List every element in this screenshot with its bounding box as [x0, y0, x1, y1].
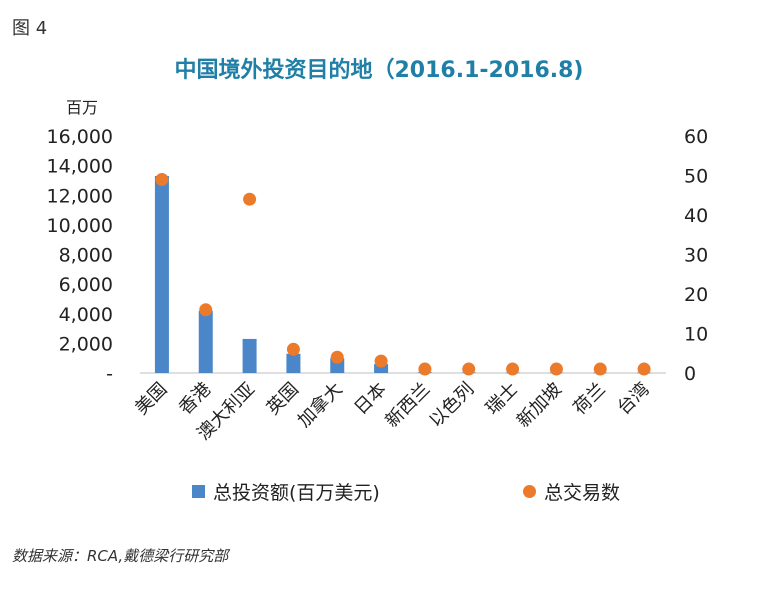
y-right-tick-labels: 0 10 20 30 40 50 60	[684, 126, 708, 385]
y-left-tick-label: 8,000	[59, 245, 113, 267]
chart-canvas: - 2,000 4,000 6,000 8,000 10,000 12,000 14,000 1…	[47, 126, 709, 444]
y-right-tick-label: 10	[684, 324, 708, 346]
legend-dot-swatch	[523, 485, 536, 498]
dot-5	[374, 354, 388, 368]
y-left-tick-label: 4,000	[59, 304, 113, 326]
dot-11	[637, 362, 651, 376]
dot-9	[549, 362, 563, 376]
legend: 总投资额(百万美元) 总交易数	[0, 478, 758, 508]
figure-label: 图 4	[12, 18, 48, 39]
bar-2	[242, 338, 257, 373]
legend-item-bar: 总投资额(百万美元)	[192, 478, 380, 505]
y-right-tick-label: 30	[684, 245, 708, 267]
bar-3	[286, 353, 301, 373]
dot-0	[155, 172, 169, 186]
bar-5	[374, 364, 389, 373]
source-note: 数据来源：RCA,戴德梁行研究部	[12, 547, 229, 565]
bar-0	[154, 175, 169, 373]
legend-dot-label: 总交易数	[544, 482, 621, 504]
y-right-tick-label: 20	[684, 284, 708, 306]
dot-1	[199, 303, 213, 317]
legend-item-dot: 总交易数	[523, 478, 620, 505]
dot-8	[506, 362, 520, 376]
dot-7	[462, 362, 476, 376]
y-right-tick-label: 50	[684, 166, 708, 188]
x-category-label: 新加坡	[513, 379, 566, 432]
y-left-tick-label: 6,000	[59, 274, 113, 296]
chart-title: 中国境外投资目的地（2016.1-2016.8)	[174, 58, 584, 83]
dot-2	[243, 192, 257, 206]
y-left-tick-label: 12,000	[47, 185, 113, 207]
x-category-label: 加拿大	[293, 378, 347, 432]
y-right-tick-label: 40	[684, 205, 708, 227]
scatter-series	[155, 172, 651, 376]
y-left-tick-label: 10,000	[47, 215, 113, 237]
x-category-label: 台湾	[613, 379, 653, 419]
y-right-tick-label: 0	[684, 363, 696, 385]
bar-1	[198, 310, 213, 373]
y-left-tick-label: 16,000	[47, 126, 113, 148]
dot-3	[286, 342, 300, 356]
dot-6	[418, 362, 432, 376]
x-category-label: 荷兰	[569, 379, 609, 419]
y-right-tick-label: 60	[684, 126, 708, 148]
y-left-tick-label: 2,000	[59, 333, 113, 355]
y-left-tick-labels: - 2,000 4,000 6,000 8,000 10,000 12,000 14,000 1…	[47, 126, 113, 385]
x-category-label: 美国	[131, 379, 171, 419]
x-category-label: 以色列	[425, 379, 478, 432]
y-left-unit-label: 百万	[66, 98, 99, 117]
dot-4	[330, 350, 344, 364]
legend-bar-label: 总投资额(百万美元)	[213, 482, 380, 504]
x-category-label: 新西兰	[381, 379, 434, 432]
y-left-tick-label: 14,000	[47, 156, 113, 178]
dot-10	[593, 362, 607, 376]
bar-series	[154, 175, 652, 374]
legend-bar-swatch	[192, 485, 205, 498]
y-left-tick-label: -	[106, 363, 113, 385]
